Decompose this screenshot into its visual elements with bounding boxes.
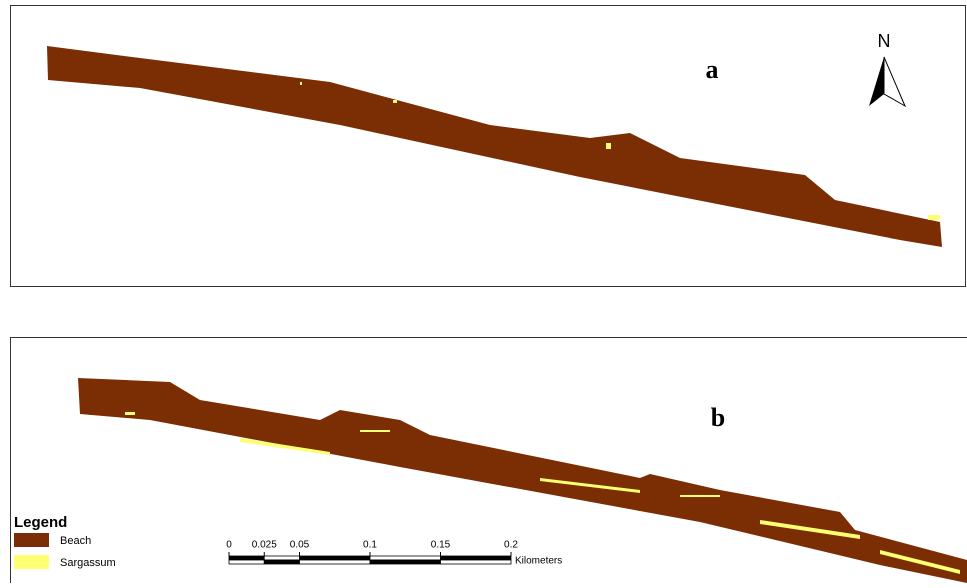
legend-swatch [14,533,49,547]
scale-label: 0.05 [290,540,310,551]
scale-segment [441,560,512,564]
north-arrow [869,57,884,106]
legend-label: Sargassum [60,557,116,569]
legend-title: Legend [14,514,67,531]
scale-label: 0.1 [363,540,377,551]
scale-segment [300,560,371,564]
scale-segment [370,556,441,560]
north-label: N [878,31,891,51]
scale-segment [264,560,299,564]
scale-label: 0.15 [431,540,451,551]
scale-bar: 0 0.025 0.05 0.1 0.15 0.2 Kilometers [226,540,562,567]
panel-label: a [706,55,719,84]
scale-segment [229,560,264,564]
legend-label: Beach [60,535,91,547]
legend-swatch [14,555,49,569]
scale-segment [264,556,299,560]
scale-label: 0.2 [504,540,518,551]
scale-segment [300,556,371,560]
scale-segment [441,556,512,560]
scale-segment [229,556,264,560]
scale-label: 0.025 [252,540,277,551]
scale-segment [370,560,441,564]
scale-unit: Kilometers [515,556,562,567]
panel-label: b [711,403,725,432]
beach-area [47,46,942,247]
scale-label: 0 [226,540,232,551]
legend: Beach Sargassum [14,533,116,569]
north-arrow [884,57,905,106]
beach-area [78,378,967,583]
